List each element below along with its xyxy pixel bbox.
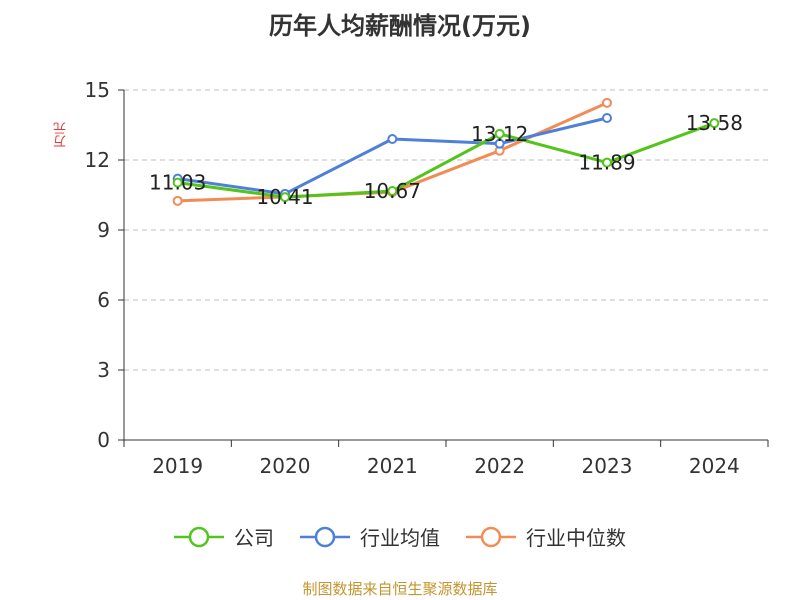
data-label: 11.03 [149,171,206,195]
data-label: 10.41 [256,185,313,209]
legend-item-industry-mean[interactable]: 行业均值 [300,522,440,551]
data-point [602,157,612,168]
y-tick-label: 15 [85,78,110,102]
data-label: 13.12 [471,122,528,146]
legend-swatch-company [174,526,224,547]
y-tick-label: 0 [97,428,110,452]
legend-marker-industry-median [480,526,502,547]
y-tick-label: 12 [85,148,110,172]
x-tick-label: 2022 [474,454,525,478]
data-point [494,138,505,149]
legend-swatch-industry-mean [300,526,350,547]
data-point [387,186,398,197]
legend-item-company[interactable]: 公司 [174,522,274,551]
legend-item-industry-median[interactable]: 行业中位数 [466,522,626,551]
legend: 公司 行业均值 行业中位数 [0,522,800,551]
legend-marker-industry-mean [314,526,336,547]
x-tick-label: 2021 [367,454,418,478]
data-point [172,177,183,188]
legend-label-industry-median: 行业中位数 [526,526,626,550]
legend-label-company: 公司 [234,526,274,550]
y-tick-label: 9 [97,218,110,242]
y-tick-label: 3 [97,358,110,382]
data-point [602,97,612,108]
x-tick-label: 2019 [152,454,203,478]
legend-swatch-industry-median [466,526,516,547]
data-label: 13.58 [686,111,743,135]
data-point [280,192,290,203]
y-tick-label: 6 [97,288,110,312]
x-tick-label: 2023 [582,454,633,478]
series-line [177,121,715,199]
data-point [494,128,505,139]
data-point [602,113,612,123]
x-tick-label: 2020 [260,454,311,478]
data-label: 11.89 [578,151,635,175]
data-point [709,118,720,129]
legend-label-industry-mean: 行业均值 [360,526,440,550]
chart-title: 历年人均薪酬情况(万元) [269,12,531,40]
legend-marker-company [188,526,210,547]
data-source-note: 制图数据来自恒生聚源数据库 [302,580,498,598]
x-tick-label: 2024 [689,454,740,478]
data-label: 10.67 [364,179,421,203]
data-point [172,195,183,206]
data-point [387,134,398,144]
